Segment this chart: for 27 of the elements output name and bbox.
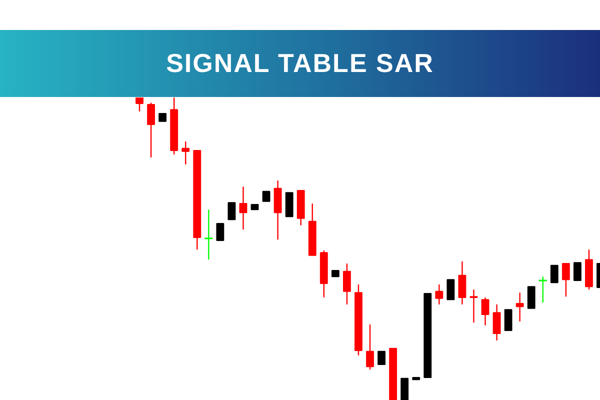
candlestick (228, 202, 236, 220)
candlestick (239, 186, 248, 230)
candlestick (527, 286, 536, 309)
candlestick (262, 190, 270, 202)
candlestick (446, 279, 455, 300)
candlestick (516, 292, 524, 322)
candlestick (492, 304, 501, 342)
candlestick (378, 350, 386, 365)
candlestick (470, 289, 478, 324)
candlestick (573, 262, 582, 282)
candlestick (435, 284, 444, 306)
chart-title: SIGNAL TABLE SAR (166, 46, 434, 80)
candlestick (550, 264, 558, 284)
candlestick (538, 276, 548, 304)
candlestick (366, 324, 374, 370)
candlestick (285, 192, 294, 218)
candlestick (504, 309, 512, 332)
candlestick (147, 102, 155, 158)
candlestick (562, 262, 570, 298)
candlestick (204, 209, 214, 260)
candlestick (458, 260, 466, 306)
candlestick (216, 223, 224, 242)
candlestick (342, 262, 351, 306)
candlestick (400, 378, 409, 400)
candlestick (481, 296, 490, 326)
candlestick (136, 98, 144, 112)
candlestick (182, 140, 190, 166)
